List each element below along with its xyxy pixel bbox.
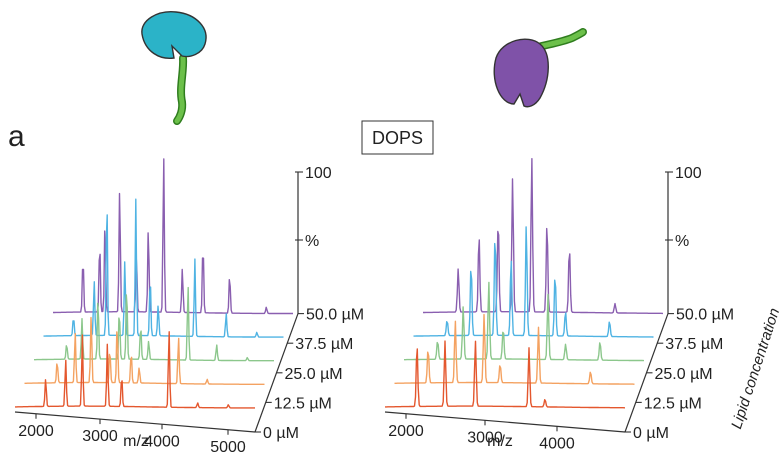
x-axis-label: m/z: [123, 433, 149, 450]
spectra-panel-left: 2000 3000 4000 5000 m/z 0 µM 12.5 µM 25.0 µM 37.…: [14, 158, 364, 455]
x-axis-line: [14, 411, 256, 433]
y-tick-label: %: [305, 233, 319, 250]
concentration-label: 50.0 µM: [306, 307, 364, 324]
spectrum-trace-37-5-m: [43, 198, 284, 338]
protein-illustration-left: [141, 11, 207, 125]
concentration-label: 37.5 µM: [665, 336, 723, 353]
spectrum-trace-0-m: [15, 331, 255, 409]
panel-letter: a: [8, 120, 25, 153]
concentration-label: 50.0 µM: [676, 307, 734, 324]
x-tick-label: 5000: [210, 439, 246, 455]
concentration-label: 25.0 µM: [285, 366, 343, 383]
x-tick-label: 3000: [82, 428, 118, 445]
concentration-label: 25.0 µM: [655, 366, 713, 383]
spectrum-trace-12-5-m: [394, 313, 635, 385]
spectrum-trace-12-5-m: [24, 316, 265, 385]
x-tick-label: 2000: [18, 423, 54, 440]
title-box: [361, 120, 434, 155]
concentration-label: 37.5 µM: [295, 336, 353, 353]
concentration-label: 12.5 µM: [644, 395, 702, 412]
protein-illustration-right: [493, 28, 587, 108]
spectrum-trace-50-0-m: [53, 158, 293, 315]
concentration-label: 0 µM: [633, 425, 669, 442]
concentration-label: 12.5 µM: [274, 395, 332, 412]
concentration-label: 0 µM: [263, 425, 299, 442]
depth-axis-label: Lipid concentration: [728, 306, 782, 431]
spectrum-trace-0-m: [385, 340, 625, 409]
x-tick-label: 4000: [539, 435, 575, 452]
spectra-panel-right: 2000 3000 4000 m/z 0 µM 12.5 µM 25.0 µM 37.5 µM…: [384, 158, 734, 452]
spectrum-trace-37-5-m: [413, 226, 654, 338]
spectrum-trace-25-0-m: [34, 286, 274, 362]
chart-title: DOPS: [372, 128, 423, 148]
x-tick-label: 3000: [467, 429, 503, 446]
x-axis-label: m/z: [487, 433, 513, 450]
x-axis-line: [384, 411, 626, 433]
x-tick-label: 4000: [144, 433, 180, 450]
spectrum-trace-50-0-m: [423, 158, 663, 315]
y-tick-label: 100: [675, 165, 702, 182]
y-tick-label: 100: [305, 165, 332, 182]
x-tick-label: 2000: [388, 423, 424, 440]
y-tick-label: %: [675, 233, 689, 250]
